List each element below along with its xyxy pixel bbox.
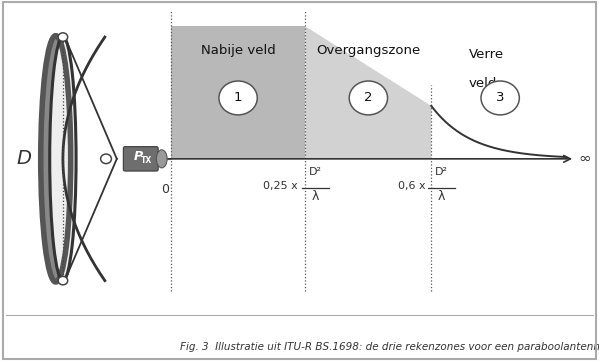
Text: Overgangszone: Overgangszone (316, 44, 420, 57)
Text: 2: 2 (364, 91, 373, 104)
Text: TX: TX (141, 156, 152, 165)
Circle shape (58, 33, 68, 41)
Polygon shape (171, 26, 305, 159)
Text: P: P (134, 150, 143, 163)
FancyBboxPatch shape (123, 147, 158, 171)
Circle shape (481, 81, 519, 115)
Circle shape (101, 154, 111, 164)
Text: Fig. 3  Illustratie uit ITU-R BS.1698: de drie rekenzones voor een paraboolanten: Fig. 3 Illustratie uit ITU-R BS.1698: de… (180, 343, 599, 352)
Text: Verre: Verre (468, 48, 504, 61)
Ellipse shape (156, 150, 167, 168)
Text: veld: veld (468, 77, 497, 90)
Text: D²: D² (309, 168, 322, 177)
Text: 0: 0 (161, 183, 169, 196)
Text: 0,6 x: 0,6 x (398, 181, 425, 191)
Ellipse shape (50, 37, 76, 280)
Polygon shape (305, 26, 431, 159)
Text: λ: λ (438, 190, 445, 203)
Text: Nabije veld: Nabije veld (201, 44, 276, 57)
Text: λ: λ (312, 190, 319, 203)
Ellipse shape (40, 37, 71, 280)
Circle shape (349, 81, 388, 115)
Text: 3: 3 (496, 91, 504, 104)
Text: ∞: ∞ (578, 151, 591, 166)
Circle shape (219, 81, 257, 115)
Text: D²: D² (435, 168, 448, 177)
Circle shape (58, 277, 68, 285)
Text: 1: 1 (234, 91, 243, 104)
Text: 0,25 x: 0,25 x (263, 181, 298, 191)
Text: D: D (16, 149, 32, 168)
